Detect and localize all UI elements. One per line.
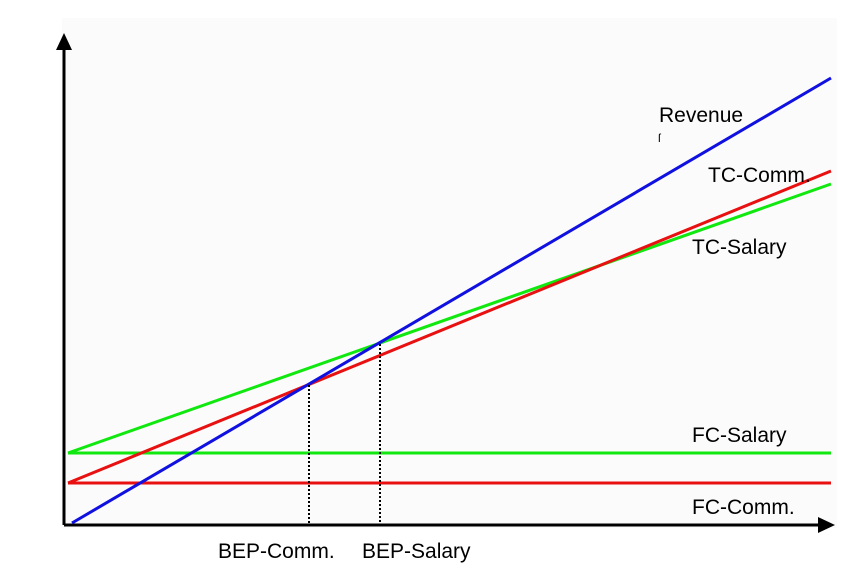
tc-salary-label: TC-Salary bbox=[692, 236, 787, 259]
tc-comm-line bbox=[67, 169, 832, 485]
revenue-line bbox=[71, 76, 832, 525]
fc-comm-label: FC-Comm. bbox=[692, 496, 795, 519]
revenue-label: Revenue bbox=[659, 104, 743, 127]
x-axis-arrowhead bbox=[818, 517, 835, 533]
plot-background bbox=[62, 18, 837, 528]
bep-comm-label: BEP-Comm. bbox=[218, 540, 335, 563]
fc-salary-label: FC-Salary bbox=[692, 424, 787, 447]
revenue-label-clipped-glyph: ſ bbox=[658, 131, 662, 145]
y-axis-arrowhead bbox=[56, 33, 72, 50]
bep-salary-label: BEP-Salary bbox=[362, 540, 471, 563]
tc-salary-line bbox=[67, 182, 832, 455]
tc-comm-label: TC-Comm. bbox=[708, 164, 811, 187]
